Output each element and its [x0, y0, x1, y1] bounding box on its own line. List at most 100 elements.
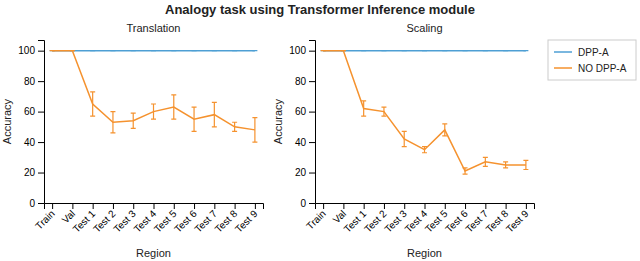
x-tick-label: Train — [33, 208, 57, 232]
error-bar — [341, 50, 346, 51]
error-bar — [50, 50, 55, 51]
error-bar — [131, 113, 136, 128]
x-tick-mark — [93, 203, 94, 209]
error-bar — [171, 50, 176, 51]
y-tick: 80 — [24, 76, 44, 87]
x-tick-mark — [425, 203, 426, 209]
y-tick-mark — [309, 81, 315, 82]
x-tick-mark — [255, 203, 256, 209]
x-tick-mark — [384, 203, 385, 209]
y-tick-label: 20 — [24, 167, 36, 178]
x-axis: TrainValTest 1Test 2Test 3Test 4Test 5Te… — [33, 203, 263, 235]
error-bar — [503, 162, 508, 168]
series-line — [52, 50, 255, 52]
error-bar — [232, 50, 237, 51]
error-bar — [503, 50, 508, 51]
y-tick-mark — [309, 112, 315, 113]
y-tick: 100 — [18, 45, 44, 56]
y-axis-line — [309, 41, 316, 204]
plot-marks — [321, 51, 529, 174]
error-bar — [381, 50, 386, 51]
error-bar — [321, 50, 326, 51]
y-tick: 80 — [295, 76, 315, 87]
error-bar — [151, 104, 156, 119]
error-bar — [463, 50, 468, 51]
error-bar — [402, 131, 407, 146]
error-bar — [463, 168, 468, 174]
y-axis: 0 20 40 60 80 100 — [289, 41, 315, 209]
error-bar — [50, 50, 55, 51]
error-bar — [131, 50, 136, 51]
error-bar — [90, 50, 95, 51]
error-bar — [442, 50, 447, 51]
x-tick-mark — [343, 203, 344, 209]
y-axis-line — [38, 41, 45, 204]
figure-title: Analogy task using Transformer Inference… — [165, 2, 475, 17]
y-tick-mark — [38, 142, 44, 143]
y-tick: 20 — [295, 167, 315, 178]
y-tick: 100 — [289, 45, 315, 56]
x-tick: Train — [304, 203, 328, 232]
error-bar — [70, 50, 75, 51]
x-tick-label: Test 9 — [504, 208, 531, 235]
legend-label: DPP-A — [578, 47, 609, 58]
error-bar — [483, 157, 488, 166]
y-tick-mark — [38, 203, 44, 204]
x-tick-mark — [235, 203, 236, 209]
plot-marks — [50, 51, 258, 142]
y-tick-mark — [38, 81, 44, 82]
y-tick-label: 60 — [295, 106, 307, 117]
x-tick-label: Train — [304, 208, 328, 232]
error-bar — [192, 107, 197, 131]
subplot-title: Translation — [126, 22, 180, 34]
legend-frame — [548, 40, 636, 80]
y-axis: 0 20 40 60 80 100 — [18, 41, 44, 209]
y-tick: 60 — [295, 106, 315, 117]
x-tick: Test 9 — [233, 203, 260, 235]
x-tick-label: Test 9 — [233, 208, 260, 235]
y-tick: 0 — [300, 198, 315, 209]
legend-item: NO DPP-A — [554, 63, 627, 74]
y-tick-mark — [309, 142, 315, 143]
y-tick: 0 — [29, 198, 44, 209]
legend-swatch — [554, 51, 572, 53]
panel: 0 20 40 60 80 100 TrainValTest 1Test 2Test 3Te… — [1, 22, 264, 259]
legend-swatch — [554, 67, 572, 69]
y-tick-label: 100 — [289, 45, 306, 56]
x-tick-mark — [323, 203, 324, 209]
error-bar — [422, 50, 427, 51]
error-bar — [212, 102, 217, 126]
x-tick-mark — [404, 203, 405, 209]
error-bar — [361, 101, 366, 116]
x-axis-title: Region — [136, 247, 171, 259]
x-tick-mark — [465, 203, 466, 209]
y-tick-label: 60 — [24, 106, 36, 117]
error-bar — [232, 122, 237, 131]
y-tick-label: 40 — [295, 137, 307, 148]
y-tick-label: 100 — [18, 45, 35, 56]
x-axis-title: Region — [407, 247, 442, 259]
y-tick-label: 40 — [24, 137, 36, 148]
error-bar — [110, 50, 115, 51]
error-bar — [90, 92, 95, 116]
x-tick-mark — [52, 203, 53, 209]
x-tick-mark — [214, 203, 215, 209]
x-tick-mark — [364, 203, 365, 209]
x-tick: Test 9 — [504, 203, 531, 235]
error-bar — [402, 50, 407, 51]
series-line — [323, 50, 526, 52]
x-tick-mark — [506, 203, 507, 209]
subplot-title: Scaling — [406, 22, 442, 34]
y-tick-mark — [38, 112, 44, 113]
y-axis-title: Accuracy — [272, 98, 284, 144]
y-tick: 40 — [24, 137, 44, 148]
x-tick-mark — [526, 203, 527, 209]
legend-label: NO DPP-A — [578, 63, 627, 74]
error-bar — [192, 50, 197, 51]
y-tick-label: 80 — [24, 76, 36, 87]
error-bar — [422, 147, 427, 153]
x-tick-mark — [133, 203, 134, 209]
error-bar — [171, 95, 176, 119]
error-bar — [252, 50, 257, 51]
y-tick-mark — [309, 51, 315, 52]
